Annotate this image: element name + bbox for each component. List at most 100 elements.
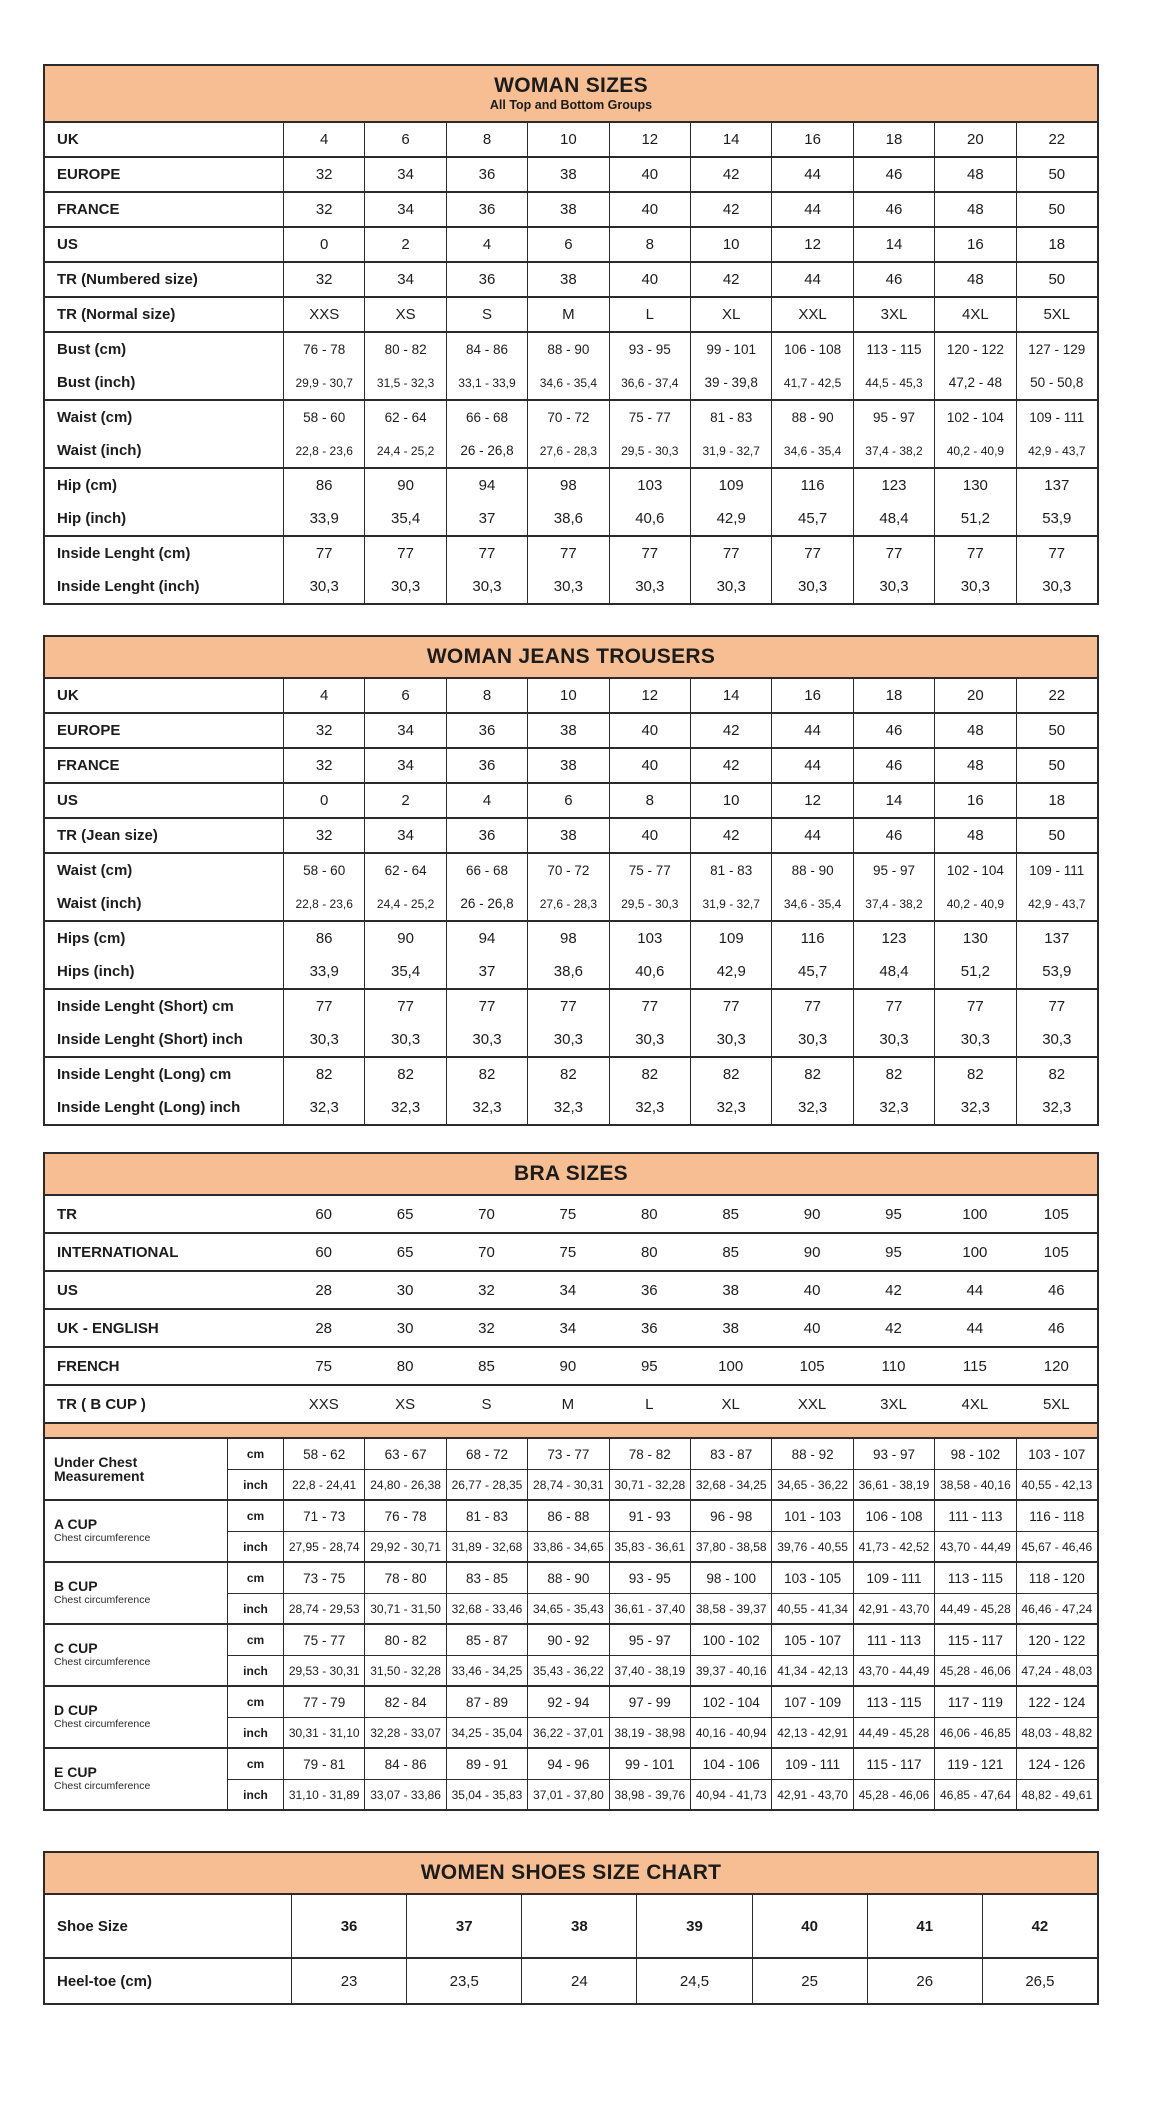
value-cell: 70 - 72	[527, 401, 608, 434]
row-label: FRANCE	[57, 757, 120, 774]
value-cell: 102 - 104	[934, 401, 1015, 434]
value-cell: 28	[315, 1281, 333, 1299]
value-cell: 30,3	[934, 1023, 1015, 1056]
value-cell: XXL	[771, 298, 852, 331]
value-cell: 22	[1015, 679, 1097, 712]
value-cell: 4	[445, 784, 527, 817]
value-cell: 31,5 - 32,3	[364, 366, 445, 399]
value-cell: 75 - 77	[608, 401, 690, 434]
row-label: Bust (cm)	[57, 341, 127, 358]
row-group: E CUP Chest circumference cm 79 - 81 84 - 86…	[45, 1747, 1097, 1809]
value-cell: 18	[1015, 228, 1097, 261]
value-cell: 42	[690, 263, 771, 296]
value-cell: 35,43 - 36,22	[527, 1655, 609, 1685]
value-cell: 85	[722, 1205, 740, 1223]
value-cell: 120 - 122	[934, 333, 1015, 366]
value-cell: 80	[640, 1243, 658, 1261]
unit-cell: inch	[227, 1717, 283, 1747]
value-cell: 50	[1015, 714, 1097, 747]
value-cell: 77	[364, 990, 445, 1023]
value-cell: 22,8 - 23,6	[283, 434, 364, 467]
value-cell: 82 - 84	[364, 1687, 445, 1717]
value-cell: 31,9 - 32,7	[690, 434, 771, 467]
row-group: C CUP Chest circumference cm 75 - 77 80 - 82…	[45, 1623, 1097, 1685]
row-group: Bust (cm) 76 - 78 80 - 82 84 - 86 88 - 90 93 …	[45, 331, 1097, 399]
value-cell: 40	[608, 158, 690, 191]
row-label: US	[57, 792, 78, 809]
value-cell: 32,3	[608, 1091, 690, 1124]
value-cell: 39,76 - 40,55	[771, 1531, 853, 1561]
value-cell: 100	[962, 1205, 988, 1223]
value-cell: 115	[962, 1357, 987, 1375]
value-cell: 77	[934, 990, 1015, 1023]
row-group: TR (Normal size) XXS XS S M L XL XXL 3XL 4XL 5XL	[45, 296, 1097, 331]
value-cell: 36,61 - 37,40	[608, 1593, 690, 1623]
value-cell: 24,5	[636, 1959, 751, 2003]
value-cell: 46	[852, 714, 934, 747]
value-cell: 48,4	[852, 955, 934, 988]
value-cell: 40	[803, 1281, 821, 1299]
value-cell: 102 - 104	[690, 1687, 771, 1717]
value-cell: 75	[559, 1205, 577, 1223]
value-cell: 65	[396, 1205, 414, 1223]
row-group: Waist (cm) 58 - 60 62 - 64 66 - 68 70 - 72 75…	[45, 852, 1097, 920]
value-cell: 32,3	[852, 1091, 934, 1124]
value-cell: 26,77 - 28,35	[445, 1469, 528, 1499]
row-label: INTERNATIONAL	[57, 1243, 179, 1261]
unit-cell: cm	[227, 1439, 283, 1469]
value-cell: 95	[885, 1243, 902, 1261]
value-cell: 38,58 - 40,16	[934, 1469, 1016, 1499]
value-cell: 120 - 122	[1015, 1625, 1097, 1655]
value-cell: 88 - 90	[771, 854, 852, 887]
value-cell: 118 - 120	[1015, 1563, 1097, 1593]
value-cell: 30,3	[690, 570, 771, 603]
row-label: Inside Lenght (Long) inch	[57, 1099, 241, 1116]
value-cell: 68 - 72	[445, 1439, 527, 1469]
row-label: TR ( B CUP )	[57, 1395, 146, 1413]
value-cell: 39	[636, 1895, 751, 1957]
value-cell: 30,3	[283, 1023, 364, 1056]
row-group: Inside Lenght (cm) 77 77 77 77 77 77 77 77 77 77 In…	[45, 535, 1097, 603]
value-cell: 34	[559, 1281, 577, 1299]
value-cell: 6	[527, 228, 608, 261]
value-cell: 8	[608, 784, 690, 817]
value-cell: 34,25 - 35,04	[445, 1717, 528, 1747]
value-cell: 86	[283, 922, 364, 955]
value-cell: 95 - 97	[608, 1625, 690, 1655]
value-cell: 82	[1015, 1058, 1097, 1091]
table-body: UK 4 6 8 10 12 14 16 18 20 22 EUROPE 32 34 36 38 40 42 44 4…	[45, 679, 1097, 1124]
value-cell: 40,2 - 40,9	[934, 434, 1015, 467]
value-cell: 14	[852, 784, 934, 817]
value-cell: 82	[364, 1058, 445, 1091]
value-cell: 14	[690, 123, 771, 156]
row-group: Hip (cm) 86 90 94 98 103 109 116 123 130 137 Hip (i…	[45, 467, 1097, 535]
value-cell: 38,6	[527, 502, 608, 535]
value-cell: 32	[283, 714, 364, 747]
value-cell: 113 - 115	[852, 1687, 934, 1717]
value-cell: 38	[527, 193, 608, 226]
bra-sizes-table: BRA SIZES TR 60 65 70 75 80 85 90 95 100 105 INTERNA…	[43, 1152, 1099, 1811]
value-cell: 32	[283, 819, 364, 852]
value-cell: 75 - 77	[608, 854, 690, 887]
value-cell: 40	[608, 263, 690, 296]
row-label: C CUP Chest circumference	[45, 1625, 227, 1685]
value-cell: 103 - 105	[771, 1563, 852, 1593]
row-label: Inside Lenght (Short) inch	[57, 1031, 243, 1048]
row-label-main: Under Chest Measurement	[54, 1454, 145, 1484]
table-header: BRA SIZES	[45, 1154, 1097, 1196]
value-cell: 40,94 - 41,73	[690, 1779, 772, 1809]
value-cell: 31,50 - 32,28	[364, 1655, 446, 1685]
value-cell: 70 - 72	[527, 854, 608, 887]
value-cell: 119 - 121	[934, 1749, 1015, 1779]
value-cell: 31,89 - 32,68	[445, 1531, 528, 1561]
value-cell: 16	[771, 679, 852, 712]
value-cell: 82	[934, 1058, 1015, 1091]
value-cell: 24	[521, 1959, 636, 2003]
unit-cell: inch	[227, 1655, 283, 1685]
value-cell: 77	[934, 537, 1015, 570]
value-cell: 105	[1043, 1243, 1069, 1261]
value-cell: 38	[527, 158, 608, 191]
unit-cell: cm	[227, 1749, 283, 1779]
value-cell: 95 - 97	[852, 854, 934, 887]
row-group: D CUP Chest circumference cm 77 - 79 82 - 84…	[45, 1685, 1097, 1747]
